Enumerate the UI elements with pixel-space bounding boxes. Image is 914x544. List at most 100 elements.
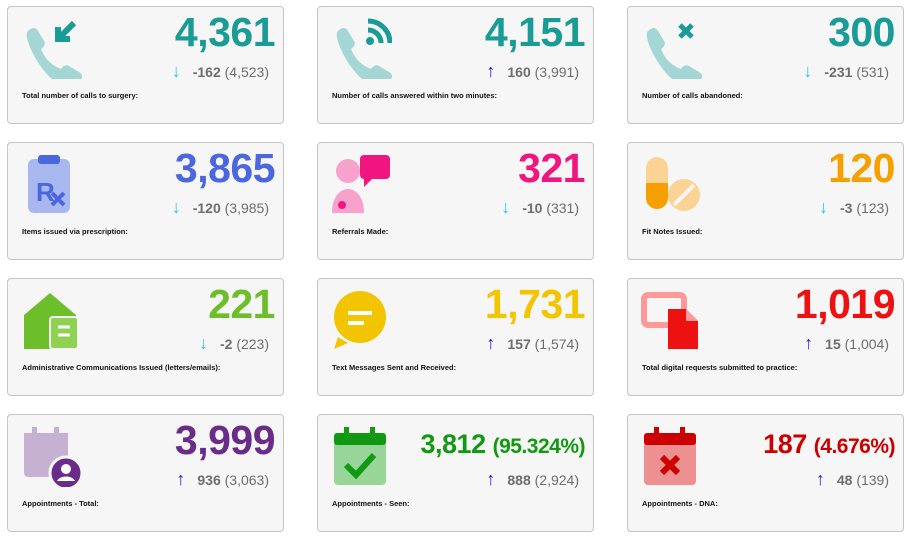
kpi-change: ↓ -10 (331) [501,197,579,218]
kpi-value: 221 [208,281,275,328]
kpi-delta: -3 [839,200,853,216]
kpi-label: Total number of calls to surgery: [22,91,139,100]
kpi-label: Appointments - DNA: [642,499,718,508]
kpi-previous: (139) [856,472,889,488]
kpi-value: 321 [518,145,585,192]
kpi-delta: -120 [192,200,221,216]
kpi-number: 1,731 [484,281,586,327]
kpi-delta: 157 [507,336,531,352]
kpi-number: 120 [828,145,895,191]
phone-incoming-icon [26,20,82,79]
arrow-down-icon: ↓ [198,333,208,353]
mail-house-icon [24,293,79,350]
kpi-value: 120 [828,145,895,192]
kpi-label: Administrative Communications Issued (le… [22,363,221,372]
arrow-down-icon: ↓ [803,61,813,81]
svg-text:R: R [36,177,55,207]
kpi-number: 221 [208,281,275,327]
kpi-delta: -231 [824,64,853,80]
kpi-card: 300 ↓ -231 (531) Number of calls abandoned: [627,6,904,124]
kpi-card: 221 ↓ -2 (223) Administrative Communication… [7,278,284,396]
arrow-up-icon: ↑ [176,469,186,489]
kpi-number: 3,865 [174,145,276,191]
arrow-up-icon: ↑ [486,61,496,81]
kpi-previous: (531) [856,64,889,80]
calendar-check-icon [334,427,386,485]
digital-request-icon [641,292,698,349]
kpi-card: 1,731 ↑ 157 (1,574) Text Messages Sent and … [317,278,594,396]
kpi-label: Items issued via prescription: [22,227,128,236]
prescription-icon: R [28,155,70,213]
kpi-value: 1,019 [794,281,896,328]
kpi-previous: (1,574) [534,336,579,352]
kpi-previous: (331) [546,200,579,216]
kpi-change: ↓ -3 (123) [819,197,889,218]
kpi-change: ↓ -2 (223) [199,333,269,354]
kpi-value: 187 (4.676%) [763,429,895,460]
kpi-delta: -10 [522,200,543,216]
kpi-change: ↑ 936 (3,063) [176,469,269,490]
kpi-number: 187 [763,429,807,459]
kpi-card: 4,361 ↓ -162 (4,523) Total number of calls … [7,6,284,124]
calendar-user-icon [24,427,82,487]
kpi-number: 3,812 [420,429,487,459]
arrow-up-icon: ↑ [486,333,496,353]
kpi-card: R 3,865 ↓ -120 (3,985) Items issued via pres… [7,142,284,260]
kpi-label: Total digital requests submitted to prac… [642,363,798,372]
kpi-previous: (3,985) [224,200,269,216]
kpi-change: ↑ 888 (2,924) [486,469,579,490]
kpi-card: 321 ↓ -10 (331) Referrals Made: [317,142,594,260]
phone-missed-icon [646,23,702,79]
kpi-value: 3,999 [174,417,276,464]
kpi-previous: (3,991) [534,64,579,80]
kpi-value: 300 [828,9,895,56]
kpi-delta: 48 [836,472,853,488]
kpi-change: ↓ -162 (4,523) [172,61,269,82]
doctor-chat-icon [332,155,390,213]
arrow-down-icon: ↓ [501,197,511,217]
arrow-up-icon: ↑ [486,469,496,489]
kpi-delta: -2 [219,336,233,352]
kpi-label: Appointments - Seen: [332,499,410,508]
arrow-down-icon: ↓ [171,197,181,217]
message-icon [334,291,386,349]
kpi-label: Number of calls abandoned: [642,91,743,100]
kpi-delta: 888 [507,472,531,488]
kpi-change: ↑ 48 (139) [816,469,889,490]
kpi-change: ↑ 15 (1,004) [804,333,889,354]
kpi-value: 4,151 [484,9,586,56]
phone-signal-icon [336,18,392,79]
kpi-number: 1,019 [794,281,896,327]
kpi-value: 1,731 [484,281,586,328]
kpi-number: 3,999 [174,417,276,463]
kpi-change: ↑ 160 (3,991) [486,61,579,82]
kpi-number: 4,151 [484,9,586,55]
kpi-previous: (123) [856,200,889,216]
calendar-x-icon [644,427,696,485]
kpi-card: 3,999 ↑ 936 (3,063) Appointments - Total: [7,414,284,532]
kpi-change: ↓ -120 (3,985) [172,197,269,218]
kpi-value: 3,865 [174,145,276,192]
arrow-down-icon: ↓ [818,197,828,217]
kpi-previous: (223) [236,336,269,352]
kpi-previous: (2,924) [534,472,579,488]
kpi-percentage: (95.324%) [492,435,586,458]
kpi-card: 120 ↓ -3 (123) Fit Notes Issued: [627,142,904,260]
kpi-previous: (1,004) [844,336,889,352]
kpi-delta: -162 [192,64,221,80]
kpi-card: 1,019 ↑ 15 (1,004) Total digital requests s… [627,278,904,396]
kpi-delta: 15 [825,336,841,352]
arrow-up-icon: ↑ [815,469,825,489]
kpi-card: 4,151 ↑ 160 (3,991) Number of calls answere… [317,6,594,124]
kpi-value: 4,361 [174,9,276,56]
kpi-value: 3,812 (95.324%) [420,429,586,460]
arrow-up-icon: ↑ [804,333,814,353]
kpi-card: 3,812 (95.324%) ↑ 888 (2,924) Appointments … [317,414,594,532]
kpi-number: 300 [828,9,895,55]
kpi-change: ↓ -231 (531) [803,61,889,82]
kpi-label: Number of calls answered within two minu… [332,91,498,100]
kpi-previous: (3,063) [224,472,269,488]
kpi-number: 4,361 [174,9,276,55]
kpi-label: Fit Notes Issued: [642,227,703,236]
kpi-delta: 936 [197,472,221,488]
